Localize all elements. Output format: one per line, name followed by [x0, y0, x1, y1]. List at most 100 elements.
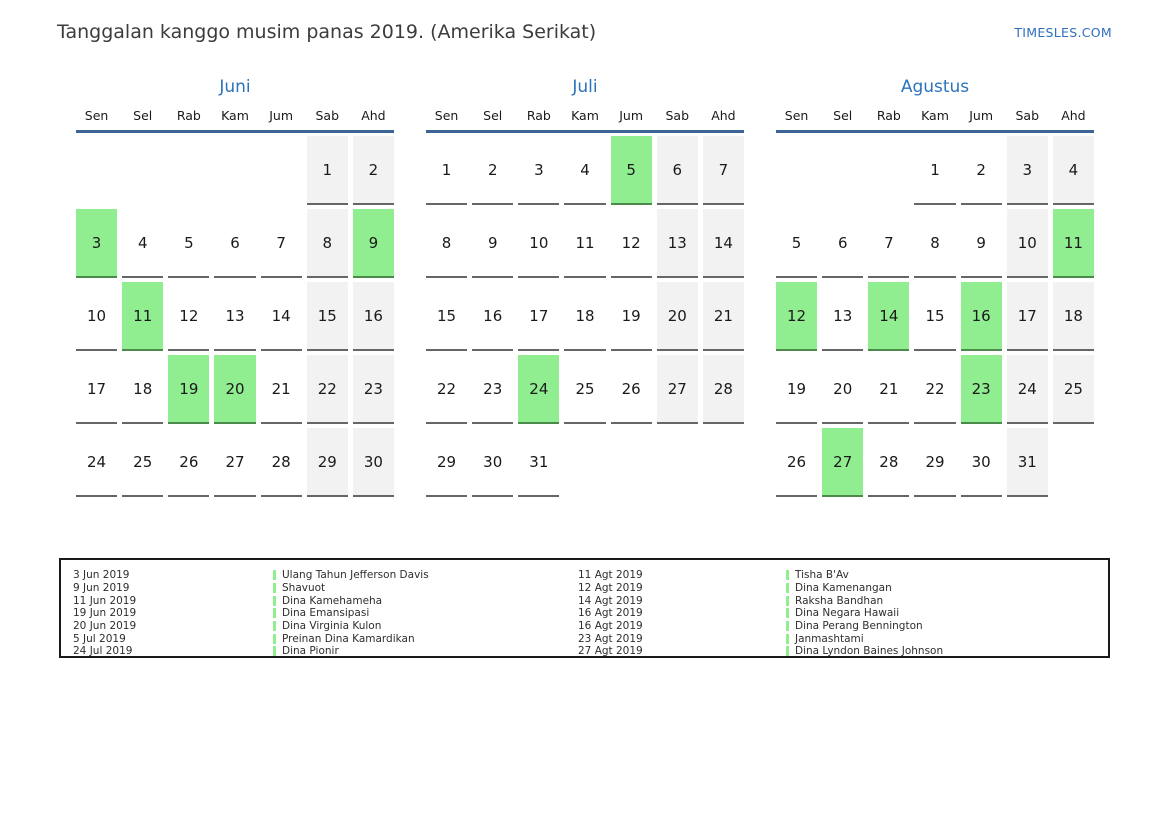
day-cell: 8 [306, 209, 348, 278]
legend-event-label: Dina Kamenangan [795, 582, 892, 595]
header-rule [426, 130, 744, 133]
legend-date: 27 Agt 2019 [578, 645, 643, 658]
empty-cell [868, 136, 909, 205]
day-cell: 6 [656, 136, 698, 205]
day-cell: 5 [610, 136, 652, 205]
day-cell: 14 [868, 282, 910, 351]
weekday-header: Rab [876, 108, 901, 123]
day-cell: 3 [76, 209, 118, 278]
day-cell: 13 [656, 209, 698, 278]
weekday-header: Kam [921, 108, 949, 123]
day-cell: 19 [776, 355, 818, 424]
day-cell: 5 [776, 209, 818, 278]
weekday-header-row: Sen Sel Rab Kam Jum Sab Ahd [776, 108, 1094, 124]
empty-cell [822, 136, 863, 205]
legend-column-right: 11 Agt 2019 Tisha B'Av 12 Agt 2019 Dina Kam… [578, 569, 1098, 657]
event-marker-icon [273, 646, 276, 657]
day-cell: 31 [1006, 428, 1048, 497]
day-cell: 10 [518, 209, 560, 278]
day-cell: 30 [352, 428, 394, 497]
day-cell: 16 [352, 282, 394, 351]
empty-cell [703, 428, 744, 497]
day-cell: 27 [822, 428, 864, 497]
legend-event-label: Dina Emansipasi [282, 607, 370, 620]
weekday-header: Sel [833, 108, 853, 123]
day-cell: 20 [656, 282, 698, 351]
day-cell: 1 [426, 136, 468, 205]
day-cell: 9 [352, 209, 394, 278]
empty-cell [122, 136, 163, 205]
weekday-header: Sel [133, 108, 153, 123]
day-cell: 19 [610, 282, 652, 351]
weekday-header: Ahd [361, 108, 386, 123]
day-cell: 18 [122, 355, 164, 424]
weekday-header: Ahd [711, 108, 736, 123]
day-cell: 13 [214, 282, 256, 351]
day-cell: 27 [214, 428, 256, 497]
day-cell: 4 [1052, 136, 1094, 205]
day-cell: 22 [306, 355, 348, 424]
event-marker-icon [786, 570, 789, 581]
legend-date: 11 Agt 2019 [578, 569, 643, 582]
day-cell: 10 [76, 282, 118, 351]
header-rule [76, 130, 394, 133]
empty-cell [776, 136, 817, 205]
weekday-header: Ahd [1061, 108, 1086, 123]
day-cell: 28 [260, 428, 302, 497]
legend-event: Ulang Tahun Jefferson Davis [273, 569, 578, 581]
legend-date: 5 Jul 2019 [73, 632, 126, 645]
day-cell: 15 [914, 282, 956, 351]
legend-event-label: Shavuot [282, 582, 326, 595]
legend-column-left: 3 Jun 2019 Ulang Tahun Jefferson Davis 9 J… [73, 569, 578, 657]
legend-event-label: Dina Negara Hawaii [795, 607, 900, 620]
legend-event-label: Janmashtami [795, 632, 864, 645]
legend-event-label: Dina Kamehameha [282, 594, 383, 607]
event-marker-icon [273, 621, 276, 632]
day-cell: 12 [776, 282, 818, 351]
legend-event: Dina Emansipasi [273, 607, 578, 619]
legend-date: 24 Jul 2019 [73, 645, 133, 658]
day-cell: 26 [776, 428, 818, 497]
day-cell: 12 [610, 209, 652, 278]
day-cell: 17 [518, 282, 560, 351]
day-cell: 9 [472, 209, 514, 278]
weekday-header: Sab [665, 108, 690, 123]
event-marker-icon [273, 608, 276, 619]
legend-event: Janmashtami [786, 633, 1098, 645]
day-cell: 20 [214, 355, 256, 424]
day-cell: 4 [122, 209, 164, 278]
weekday-header-row: Sen Sel Rab Kam Jum Sab Ahd [426, 108, 744, 124]
legend-date: 11 Jun 2019 [73, 594, 137, 607]
legend-date: 23 Agt 2019 [578, 632, 643, 645]
day-cell: 28 [702, 355, 744, 424]
legend-event: Tisha B'Av [786, 569, 1098, 581]
day-cell: 7 [868, 209, 910, 278]
day-cell: 25 [1052, 355, 1094, 424]
weekday-header: Kam [571, 108, 599, 123]
empty-cell [76, 136, 117, 205]
month-grid: 1 2 3 4 5 6 7 8 9 10 11 12 13 14 15 16 17 18 19 20 21 22 23 24 2… [76, 136, 394, 497]
weekday-header: Sen [784, 108, 809, 123]
month-title: Agustus [900, 77, 970, 97]
legend-event-label: Dina Lyndon Baines Johnson [795, 645, 944, 658]
day-cell: 11 [1052, 209, 1094, 278]
day-cell: 11 [122, 282, 164, 351]
day-cell: 16 [960, 282, 1002, 351]
page-header: Tanggalan kanggo musim panas 2019. (Amer… [0, 0, 1169, 43]
legend-event-label: Dina Pionir [282, 645, 339, 658]
legend-event: Raksha Bandhan [786, 595, 1098, 607]
day-cell: 4 [564, 136, 606, 205]
weekday-header: Kam [221, 108, 249, 123]
site-link[interactable]: TIMESLES.COM [1014, 25, 1112, 40]
day-cell: 20 [822, 355, 864, 424]
day-cell: 14 [260, 282, 302, 351]
day-cell: 11 [564, 209, 606, 278]
legend-date: 19 Jun 2019 [73, 607, 137, 620]
day-cell: 18 [564, 282, 606, 351]
day-cell: 23 [960, 355, 1002, 424]
legend-event: Dina Kamehameha [273, 595, 578, 607]
legend-date: 20 Jun 2019 [73, 620, 137, 633]
day-cell: 24 [1006, 355, 1048, 424]
legend-event-label: Preinan Dina Kamardikan [282, 632, 415, 645]
